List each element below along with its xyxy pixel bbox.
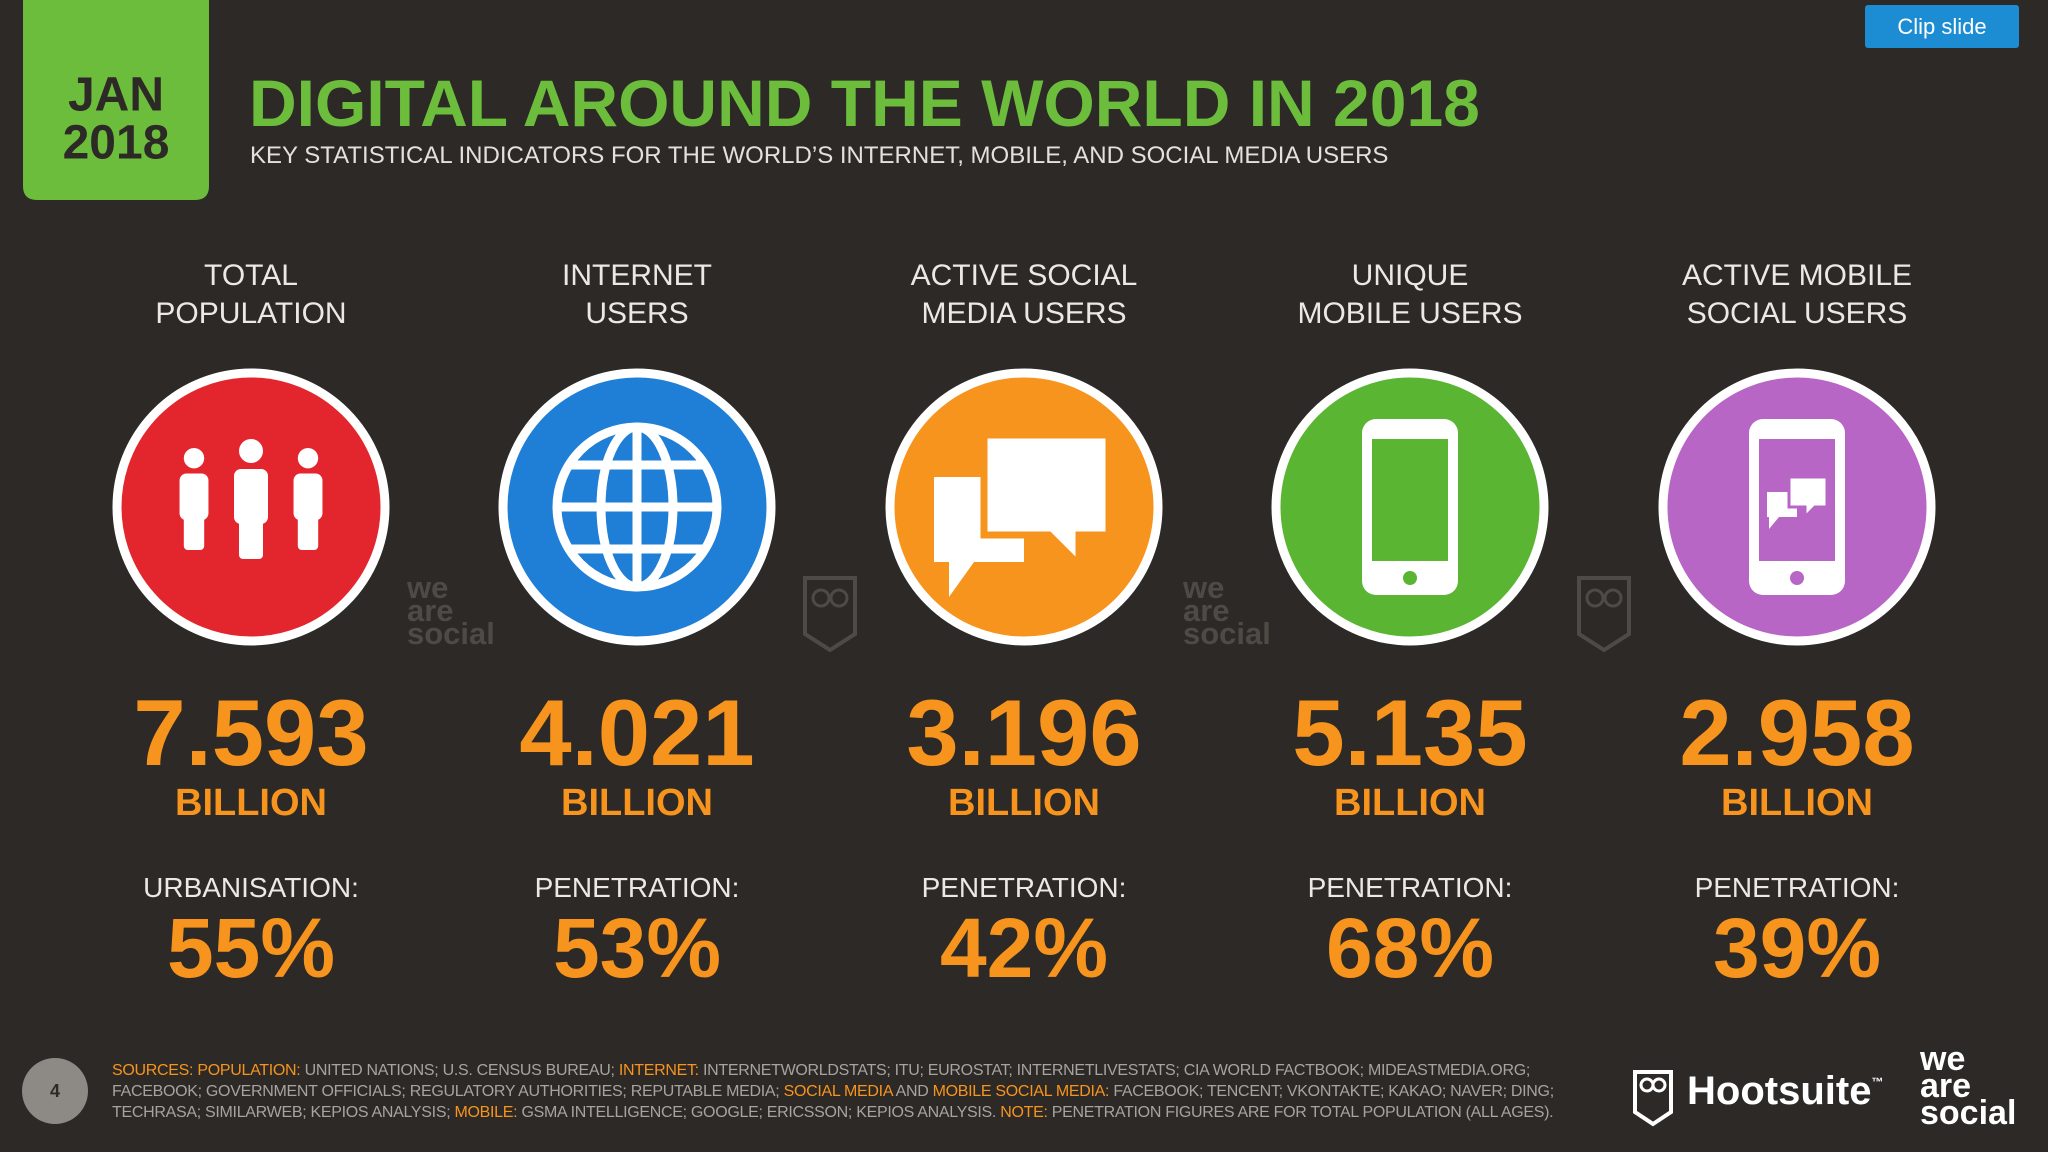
source-text: AND: [892, 1083, 933, 1100]
source-text: INTERNETWORLDSTATS; ITU; EUROSTAT; INTER…: [112, 1062, 1530, 1100]
icon-part: [239, 514, 263, 559]
owl-eye: [1639, 1077, 1655, 1093]
stat-unit: BILLION: [948, 782, 1100, 824]
source-text: SOCIAL MEDIA: [783, 1083, 893, 1100]
date-badge: [23, 0, 209, 200]
metric-value: 42%: [940, 901, 1108, 995]
watermark: are: [1183, 593, 1230, 628]
sources: SOURCES: POPULATION: UNITED NATIONS; U.S…: [112, 1060, 1572, 1123]
source-text: FACEBOOK; TENCENT; VKONTAKTE; KAKAO; NAV…: [112, 1083, 1554, 1121]
stat-value: 4.021: [519, 680, 754, 785]
metric-label: PENETRATION:: [1695, 872, 1900, 903]
owl-watermark: [1577, 576, 1631, 653]
icon-part: [293, 473, 323, 521]
metric-value: 39%: [1713, 901, 1881, 995]
watermark: social: [407, 616, 495, 651]
metric-label: PENETRATION:: [535, 872, 740, 903]
source-text: PENETRATION FIGURES ARE FOR TOTAL POPULA…: [1047, 1104, 1554, 1121]
page-number-badge: [22, 1058, 88, 1124]
icon-part: [1372, 439, 1448, 561]
stat-heading: INTERNET: [562, 259, 712, 292]
watermark: we: [1182, 570, 1224, 605]
icon-part: [183, 448, 205, 469]
stat-heading: USERS: [585, 297, 688, 330]
source-text: UNITED NATIONS; U.S. CENSUS BUREAU;: [300, 1062, 619, 1079]
icon-part: [980, 431, 1113, 574]
metric-label: PENETRATION:: [1308, 872, 1513, 903]
stat-heading: ACTIVE MOBILE: [1682, 259, 1912, 292]
brand-mark: ™: [1871, 1075, 1883, 1089]
watermark: we: [406, 570, 448, 605]
stat-heading: ACTIVE SOCIAL: [911, 259, 1138, 292]
owl-watermark: [1603, 588, 1623, 608]
source-text: POPULATION:: [197, 1062, 301, 1079]
owl-watermark: [829, 588, 849, 608]
stat-heading: UNIQUE: [1352, 259, 1469, 292]
source-text: MOBILE SOCIAL MEDIA:: [932, 1083, 1110, 1100]
metric-label: PENETRATION:: [922, 872, 1127, 903]
icon-part: [239, 439, 263, 463]
icon-part: [179, 473, 209, 521]
page-number: 4: [50, 1081, 60, 1101]
owl-watermark: [811, 588, 831, 608]
hootsuite-owl: [1633, 1070, 1673, 1127]
source-text: SOURCES:: [112, 1062, 198, 1079]
brand: Hootsuite™: [1687, 1069, 1883, 1113]
stat-value: 5.135: [1292, 680, 1527, 785]
source-text: INTERNET:: [618, 1062, 699, 1079]
badge-year: 2018: [63, 117, 170, 170]
icon-part: [1403, 571, 1417, 585]
logo-line: are: [1920, 1067, 1971, 1105]
stat-heading: MEDIA USERS: [921, 297, 1126, 330]
logo-line: social: [1920, 1094, 2016, 1132]
metric-value: 68%: [1326, 901, 1494, 995]
source-text: MOBILE:: [454, 1104, 518, 1121]
icon-part: [1787, 475, 1829, 521]
owl-eye: [1651, 1077, 1667, 1093]
stat-unit: BILLION: [561, 782, 713, 824]
stat-unit: BILLION: [175, 782, 327, 824]
icon-part: [1790, 571, 1804, 585]
metric-value: 53%: [553, 901, 721, 995]
stat-heading: POPULATION: [155, 297, 346, 330]
icon-part: [234, 469, 268, 524]
watermark: social: [1183, 616, 1271, 651]
badge-month: JAN: [68, 69, 164, 122]
owl-watermark: [1585, 588, 1605, 608]
stat-heading: TOTAL: [204, 259, 298, 292]
stat-value: 2.958: [1679, 680, 1914, 785]
clip-slide-button[interactable]: Clip slide: [1865, 5, 2019, 48]
owl-watermark: [803, 576, 857, 653]
title: DIGITAL AROUND THE WORLD IN 2018: [249, 66, 1480, 140]
stat-value: 7.593: [133, 680, 368, 785]
we-are-social-logo: we are social: [1919, 1040, 2016, 1132]
icon-part: [297, 448, 319, 469]
watermark: are: [407, 593, 454, 628]
icon-part: [297, 511, 319, 550]
stat-unit: BILLION: [1334, 782, 1486, 824]
stat-heading: MOBILE USERS: [1297, 297, 1522, 330]
icon-part: [183, 511, 205, 550]
stat-value: 3.196: [906, 680, 1141, 785]
source-text: NOTE:: [1000, 1104, 1048, 1121]
metric-value: 55%: [167, 901, 335, 995]
stat-heading: SOCIAL USERS: [1687, 297, 1908, 330]
logo-line: we: [1919, 1040, 1965, 1078]
metric-label: URBANISATION:: [143, 872, 359, 903]
stat-unit: BILLION: [1721, 782, 1873, 824]
source-text: GSMA INTELLIGENCE; GOOGLE; ERICSSON; KEP…: [517, 1104, 1001, 1121]
subtitle: KEY STATISTICAL INDICATORS FOR THE WORLD…: [250, 142, 1388, 169]
brand-name: Hootsuite: [1687, 1069, 1871, 1113]
